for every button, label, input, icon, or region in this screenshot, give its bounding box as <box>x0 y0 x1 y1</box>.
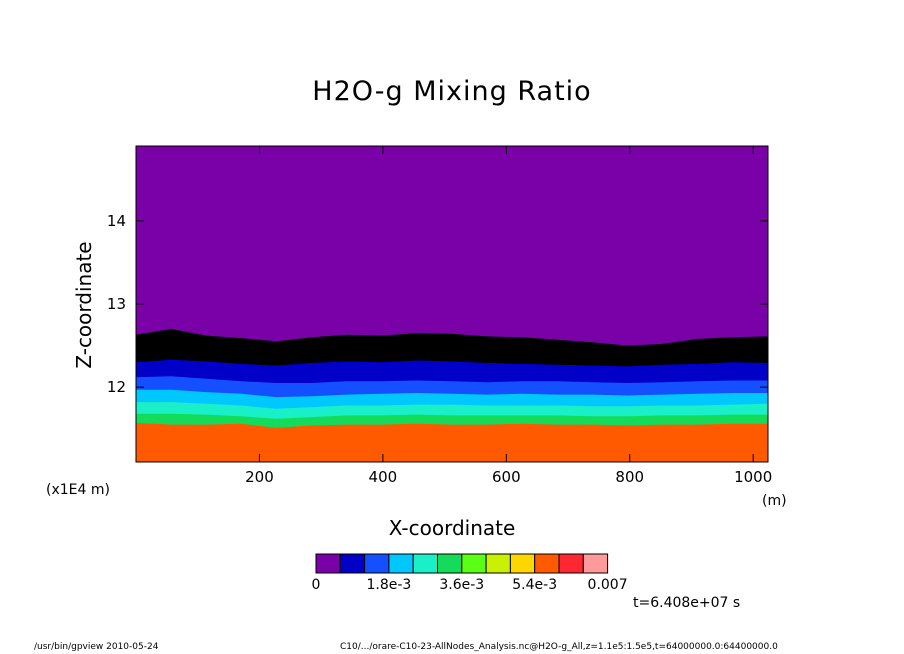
colorbar-cell <box>339 553 366 574</box>
band-7 <box>136 422 768 462</box>
colorbar-label: 0.007 <box>587 577 628 593</box>
y-axis-unit: (x1E4 m) <box>46 482 110 498</box>
colorbar-cell <box>364 553 390 574</box>
footer-left-text: /usr/bin/gpview 2010-05-24 <box>34 642 159 652</box>
colorbar-cell <box>558 553 584 574</box>
x-tick-label: 200 <box>245 468 274 486</box>
x-tick-label: 600 <box>491 468 521 486</box>
time-annotation: t=6.408e+07 s <box>633 595 741 611</box>
colorbar-label: 0 <box>311 577 321 593</box>
colorbar-label: 3.6e-3 <box>439 577 485 593</box>
x-axis-label: X-coordinate <box>388 516 516 540</box>
colorbar-cell <box>485 553 511 574</box>
x-axis-unit: (m) <box>762 493 787 509</box>
colorbar-label: 5.4e-3 <box>512 577 558 593</box>
colorbar-cell <box>412 553 439 574</box>
colorbar-cell <box>534 553 560 574</box>
footer-right-text: C10/.../orare-C10-23-AllNodes_Analysis.n… <box>340 642 778 652</box>
colorbar-cell <box>437 553 463 574</box>
colorbar-cell <box>509 553 536 574</box>
colorbar-cell <box>315 553 341 574</box>
colorbar-cell <box>461 553 487 574</box>
y-tick-label: 14 <box>106 211 126 230</box>
y-tick-label: 12 <box>106 378 126 397</box>
chart-title: H2O-g Mixing Ratio <box>312 76 592 107</box>
colorbar-cell <box>582 553 609 574</box>
x-tick-label: 1000 <box>734 468 773 486</box>
x-tick-label: 800 <box>615 468 645 486</box>
colorbar-label: 1.8e-3 <box>366 577 412 593</box>
x-tick-label: 400 <box>368 468 398 486</box>
colorbar-cell <box>388 553 414 574</box>
y-tick-label: 13 <box>106 295 126 313</box>
